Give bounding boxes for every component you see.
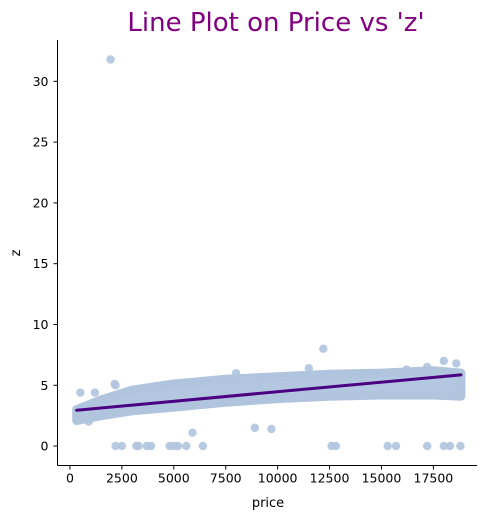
point-cloud-band (72, 366, 466, 425)
x-tick-label: 15000 (362, 471, 402, 486)
data-point (111, 381, 120, 390)
x-tick-label: 2500 (106, 471, 138, 486)
data-point (111, 441, 120, 451)
y-tick-label: 0 (41, 439, 49, 454)
data-point (439, 356, 448, 366)
x-tick-label: 10000 (258, 471, 298, 486)
data-point (76, 388, 85, 397)
data-point (319, 344, 328, 353)
data-point (423, 362, 432, 372)
data-point (391, 441, 401, 451)
data-point (188, 428, 197, 437)
data-point (250, 423, 259, 432)
data-point (146, 441, 156, 451)
data-point (106, 55, 115, 64)
y-tick-label: 5 (41, 378, 49, 393)
x-tick-label: 5000 (158, 471, 190, 486)
y-tick-label: 15 (33, 256, 49, 271)
data-point (331, 441, 340, 451)
data-point (423, 441, 432, 451)
x-tick-label: 12500 (310, 471, 350, 486)
data-point (383, 441, 392, 451)
data-point (84, 417, 93, 426)
x-tick-label: 17500 (414, 471, 454, 486)
data-point (90, 388, 100, 397)
regression-line (75, 373, 463, 412)
x-axis-ticks: 0 2500 5000 7500 10000 12500 15000 17500 (66, 465, 454, 486)
data-point (134, 441, 143, 451)
y-axis-ticks: 0 5 10 15 20 25 30 (33, 74, 58, 454)
y-tick-label: 10 (33, 317, 49, 332)
data-points (76, 55, 465, 451)
data-point (402, 365, 411, 374)
y-axis-label: z (9, 249, 24, 256)
y-tick-label: 30 (33, 74, 49, 89)
data-point (117, 441, 127, 451)
data-point (182, 441, 191, 451)
regression-line-layer (75, 373, 463, 412)
data-point (304, 364, 313, 373)
data-point (198, 441, 208, 451)
x-tick-label: 0 (66, 471, 74, 486)
data-point (267, 424, 276, 434)
y-tick-label: 20 (33, 195, 49, 210)
y-tick-label: 25 (33, 135, 49, 150)
data-point (439, 441, 448, 451)
x-tick-label: 7500 (210, 471, 242, 486)
x-axis-label: price (252, 496, 284, 511)
data-point (456, 441, 465, 451)
data-point (173, 441, 183, 451)
data-point (452, 359, 461, 368)
scatter-band (72, 366, 466, 425)
data-point (231, 368, 241, 378)
data-point (445, 441, 455, 451)
chart-title: Line Plot on Price vs 'z' (127, 8, 424, 38)
